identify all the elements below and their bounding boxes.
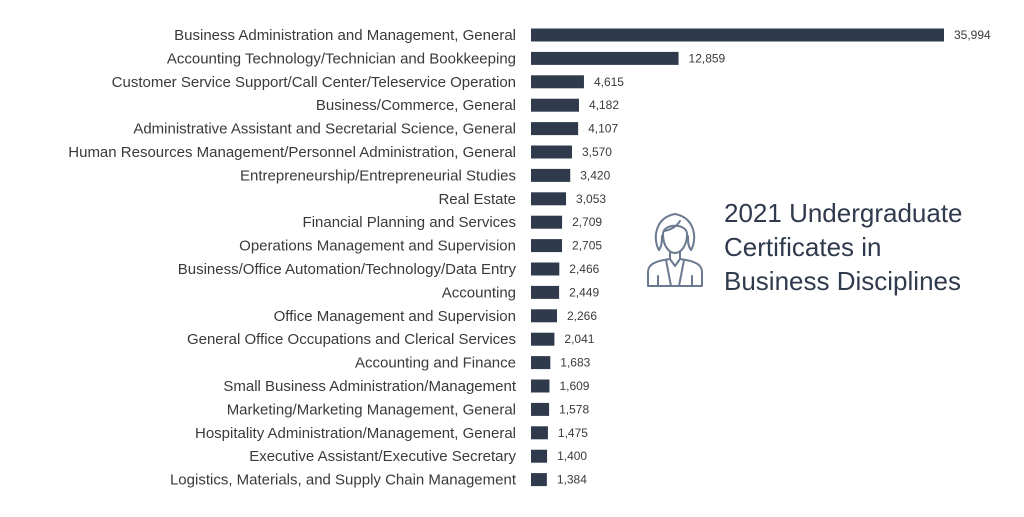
value-label: 35,994 <box>954 28 991 42</box>
bar <box>531 473 547 487</box>
bar <box>531 28 944 42</box>
category-label: Accounting Technology/Technician and Boo… <box>167 50 516 67</box>
value-label: 2,705 <box>572 239 602 253</box>
category-label: Human Resources Management/Personnel Adm… <box>68 144 516 161</box>
bar <box>531 332 555 346</box>
value-label: 2,266 <box>567 309 597 323</box>
bar <box>531 262 560 276</box>
chart-title-line-3: Business Disciplines <box>724 266 961 296</box>
value-label: 4,107 <box>588 122 618 136</box>
value-label: 3,053 <box>576 192 606 206</box>
bar <box>531 192 567 206</box>
bar <box>531 145 572 159</box>
category-labels: Business Administration and Management, … <box>68 27 517 489</box>
category-label: Business Administration and Management, … <box>174 27 516 44</box>
category-label: Business/Office Automation/Technology/Da… <box>178 261 517 278</box>
category-label: Customer Service Support/Call Center/Tel… <box>112 74 516 91</box>
bar <box>531 426 548 440</box>
category-label: Real Estate <box>438 191 516 208</box>
category-label: Administrative Assistant and Secretarial… <box>133 121 516 138</box>
value-label: 2,449 <box>569 285 599 299</box>
value-label: 1,578 <box>559 402 589 416</box>
bar <box>531 239 563 253</box>
value-label: 4,615 <box>594 75 624 89</box>
chart-title-line-2: Certificates in <box>724 232 882 262</box>
value-label: 1,683 <box>560 356 590 370</box>
bars <box>531 28 944 487</box>
category-label: Hospitality Administration/Management, G… <box>195 425 516 442</box>
category-label: General Office Occupations and Clerical … <box>187 331 516 348</box>
bar <box>531 98 579 112</box>
category-label: Accounting <box>442 284 516 301</box>
category-label: Logistics, Materials, and Supply Chain M… <box>170 472 517 489</box>
bar <box>531 402 550 416</box>
bar <box>531 168 571 182</box>
value-label: 3,570 <box>582 145 612 159</box>
category-label: Office Management and Supervision <box>274 308 516 325</box>
category-label: Marketing/Marketing Management, General <box>227 401 516 418</box>
chart-title: 2021 Undergraduate Certificates in Busin… <box>724 196 1014 298</box>
bar <box>531 309 558 323</box>
value-label: 4,182 <box>589 98 619 112</box>
category-label: Accounting and Finance <box>355 355 516 372</box>
category-label: Financial Planning and Services <box>303 214 516 231</box>
chart-title-line-1: 2021 Undergraduate <box>724 198 963 228</box>
value-label: 2,041 <box>564 332 594 346</box>
value-label: 1,400 <box>557 449 587 463</box>
category-label: Business/Commerce, General <box>316 97 516 114</box>
bar <box>531 449 548 463</box>
value-label: 12,859 <box>689 51 726 65</box>
category-label: Entrepreneurship/Entrepreneurial Studies <box>240 167 516 184</box>
value-label: 2,709 <box>572 215 602 229</box>
bar <box>531 51 679 65</box>
value-label: 1,384 <box>557 473 587 487</box>
category-label: Small Business Administration/Management <box>223 378 516 395</box>
bar <box>531 285 560 299</box>
value-label: 1,609 <box>559 379 589 393</box>
value-label: 2,466 <box>569 262 599 276</box>
value-label: 3,420 <box>580 168 610 182</box>
bar <box>531 122 579 136</box>
category-label: Operations Management and Supervision <box>239 238 516 255</box>
bar <box>531 356 551 370</box>
woman-avatar-icon <box>647 213 703 287</box>
category-label: Executive Assistant/Executive Secretary <box>249 448 516 465</box>
value-label: 1,475 <box>558 426 588 440</box>
value-labels: 35,994 12,859 4,615 4,182 4,107 3,570 3,420 3,0… <box>557 28 991 487</box>
bar <box>531 379 550 393</box>
bar <box>531 75 584 89</box>
bar <box>531 215 563 229</box>
